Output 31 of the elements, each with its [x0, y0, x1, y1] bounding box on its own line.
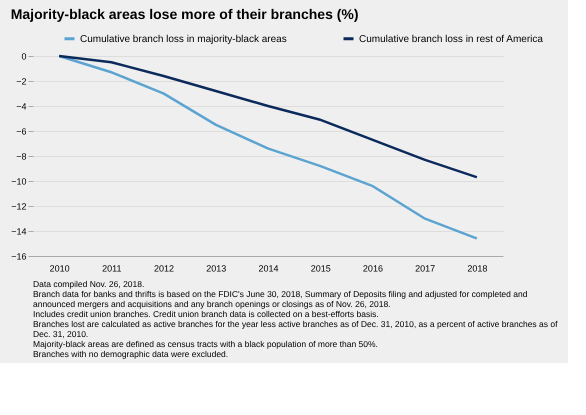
x-tick-label: 2016: [362, 264, 383, 274]
y-tick-label: −10: [11, 176, 26, 186]
y-tick-label: −12: [11, 202, 26, 212]
chart-title: Majority-black areas lose more of their branches (%): [10, 6, 359, 22]
y-tick-label: −6: [16, 126, 26, 136]
legend-label: Cumulative branch loss in majority-black areas: [80, 34, 287, 45]
x-tick-label: 2013: [206, 264, 226, 274]
text: Includes credit union branches. Credit union branch data is collected on a best-efforts basis.: [33, 309, 379, 319]
y-tick-label: −16: [11, 252, 26, 262]
y-tick-label: −8: [16, 152, 26, 162]
line-series: [58, 54, 478, 240]
text: Branches with no demographic data were excluded.: [33, 349, 228, 359]
y-tick-label: 0: [21, 52, 26, 62]
x-tick-label: 2014: [258, 264, 279, 274]
text: Majority-black areas are defined as census tracts with a black population of more than 50%.: [33, 339, 378, 349]
x-tick-label: 2011: [102, 264, 122, 274]
x-tick-label: 2017: [415, 264, 436, 274]
y-tick-label: −14: [11, 226, 26, 236]
x-tick-label: 2010: [50, 264, 70, 274]
text: Data compiled Nov. 26, 2018.: [33, 279, 144, 289]
text: announced mergers and acquisitions and any branch openings or closings as of Nov. 26, 2018.: [33, 299, 391, 309]
x-tick-label: 2018: [467, 264, 488, 274]
text: Branch data for banks and thrifts is based on the FDIC's June 30, 2018, Summary of Deposits filing and adjusted for completed and: [33, 289, 528, 299]
line-series: [58, 54, 478, 178]
x-tick-label: 2015: [310, 264, 331, 274]
y-tick-label: −4: [16, 102, 26, 112]
y-tick-label: −2: [16, 76, 26, 86]
text: Branches lost are calculated as active branches for the year less active branches as of Dec. 31, 2010, as a percent of active branches as of: [33, 319, 558, 329]
x-tick-label: 2012: [154, 264, 174, 274]
legend-label: Cumulative branch loss in rest of America: [359, 34, 544, 45]
text: Dec. 31, 2010.: [33, 329, 88, 339]
